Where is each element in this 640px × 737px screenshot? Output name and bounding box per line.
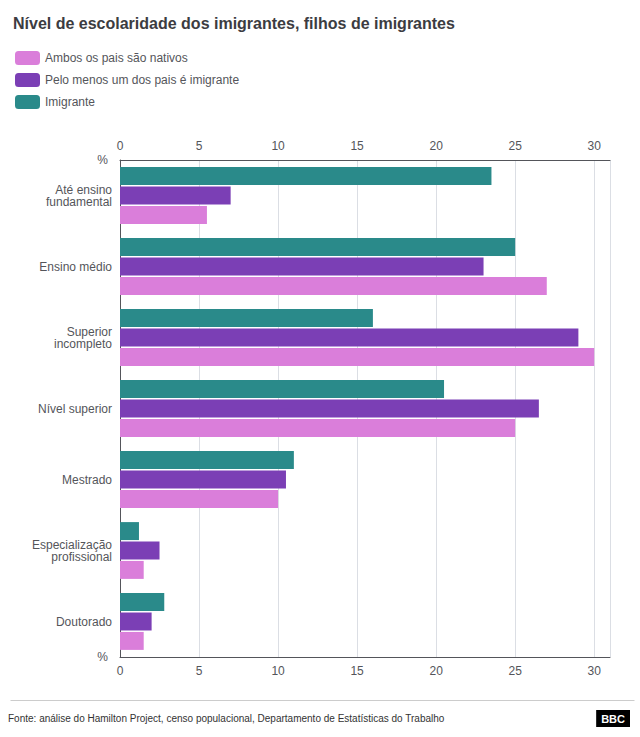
svg-text:5: 5 — [196, 139, 203, 153]
svg-text:fundamental: fundamental — [46, 195, 112, 209]
svg-text:Especialização: Especialização — [32, 537, 112, 552]
svg-text:25: 25 — [508, 664, 522, 678]
svg-text:15: 15 — [350, 664, 364, 678]
svg-text:Superior: Superior — [66, 324, 112, 339]
svg-text:Imigrante: Imigrante — [45, 95, 95, 109]
svg-text:10: 10 — [271, 139, 285, 153]
svg-text:10: 10 — [271, 664, 285, 678]
svg-text:15: 15 — [350, 139, 364, 153]
svg-text:20: 20 — [429, 139, 443, 153]
svg-text:incompleto: incompleto — [54, 337, 112, 351]
svg-text:25: 25 — [508, 139, 522, 153]
svg-text:30: 30 — [588, 664, 602, 678]
svg-text:%: % — [97, 153, 108, 167]
svg-text:Nível superior: Nível superior — [38, 402, 112, 416]
svg-text:Doutorado: Doutorado — [56, 615, 112, 629]
svg-text:0: 0 — [117, 664, 124, 678]
svg-text:5: 5 — [196, 664, 203, 678]
svg-text:Ensino médio: Ensino médio — [39, 260, 112, 274]
svg-text:Pelo menos um dos pais é imigr: Pelo menos um dos pais é imigrante — [45, 73, 239, 87]
svg-text:profissional: profissional — [51, 550, 112, 564]
svg-text:%: % — [97, 650, 108, 664]
svg-text:Fonte: análise do Hamilton Pro: Fonte: análise do Hamilton Project, cens… — [8, 713, 445, 724]
svg-text:Nível de escolaridade dos imig: Nível de escolaridade dos imigrantes, fi… — [13, 15, 455, 32]
svg-text:Mestrado: Mestrado — [62, 473, 112, 487]
svg-text:20: 20 — [429, 664, 443, 678]
svg-text:BBC: BBC — [601, 713, 625, 725]
svg-text:0: 0 — [117, 139, 124, 153]
svg-text:Ambos os pais são nativos: Ambos os pais são nativos — [45, 51, 188, 65]
svg-text:30: 30 — [588, 139, 602, 153]
svg-text:Até ensino: Até ensino — [55, 182, 112, 197]
